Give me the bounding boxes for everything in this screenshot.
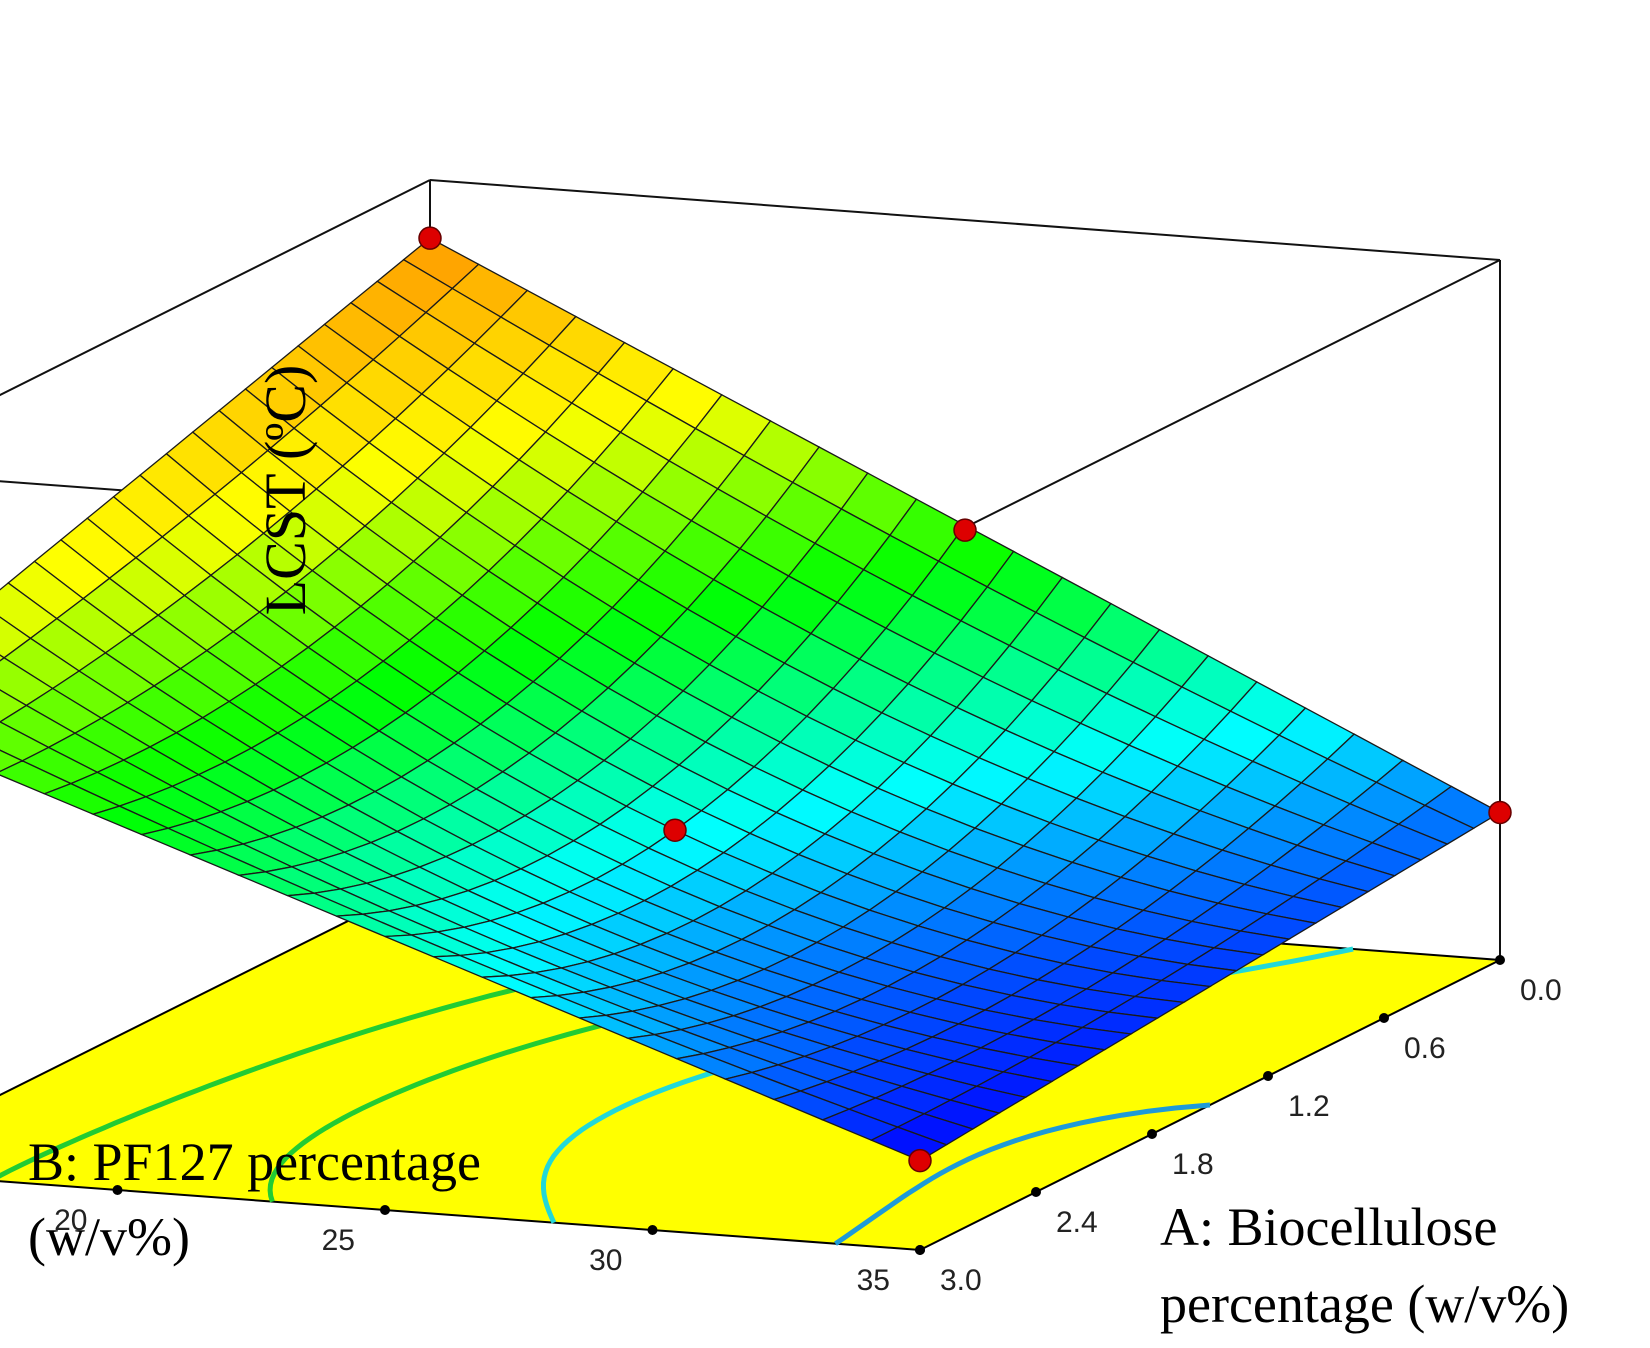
x-tick xyxy=(1495,955,1505,965)
y-tick xyxy=(380,1205,390,1215)
design-point xyxy=(908,1148,932,1173)
axis-labels: LCST (ºC) B: PF127 percentage (w/v%) A: … xyxy=(28,365,1569,1334)
contour-line xyxy=(834,1102,1211,1246)
x-tick-label: 3.0 xyxy=(940,1264,982,1297)
surface-cell xyxy=(0,749,24,773)
box-edge xyxy=(919,259,1501,551)
design-point xyxy=(663,818,687,842)
y-tick-label: 35 xyxy=(857,1264,890,1297)
y-axis-title-line1: B: PF127 percentage xyxy=(28,1132,481,1192)
y-tick-label: 25 xyxy=(322,1224,355,1257)
x-tick xyxy=(1379,1013,1389,1023)
y-tick-label: 30 xyxy=(589,1244,622,1277)
design-point xyxy=(953,518,977,542)
x-tick xyxy=(1031,1187,1041,1197)
y-axis-title-line2: (w/v%) xyxy=(28,1207,190,1267)
x-tick-label: 1.2 xyxy=(1288,1090,1330,1123)
x-tick-label: 0.6 xyxy=(1404,1032,1446,1065)
x-tick xyxy=(1263,1071,1273,1081)
y-tick xyxy=(647,1225,658,1235)
y-tick-label: 20 xyxy=(54,1204,87,1237)
design-point xyxy=(1488,800,1512,825)
response-surface xyxy=(0,237,1502,1162)
box-edge xyxy=(429,179,1501,261)
x-axis-title-line2: percentage (w/v%) xyxy=(1160,1274,1569,1334)
x-tick-label: 1.8 xyxy=(1172,1148,1214,1181)
z-axis-title: LCST (ºC) xyxy=(253,365,318,616)
box-edge xyxy=(0,179,431,397)
surface-cell xyxy=(0,689,28,723)
y-tick xyxy=(915,1245,925,1255)
x-axis-title-line1: A: Biocellulose xyxy=(1160,1197,1497,1257)
design-point xyxy=(418,226,442,250)
design-points xyxy=(418,226,1512,1173)
x-tick-label: 2.4 xyxy=(1056,1206,1098,1239)
x-tick-label: 0.0 xyxy=(1520,974,1562,1007)
y-tick xyxy=(112,1185,123,1195)
axis-ticks: 01020304050600.00.61.21.82.43.0152025303… xyxy=(54,955,1562,1297)
x-tick xyxy=(1147,1129,1157,1139)
